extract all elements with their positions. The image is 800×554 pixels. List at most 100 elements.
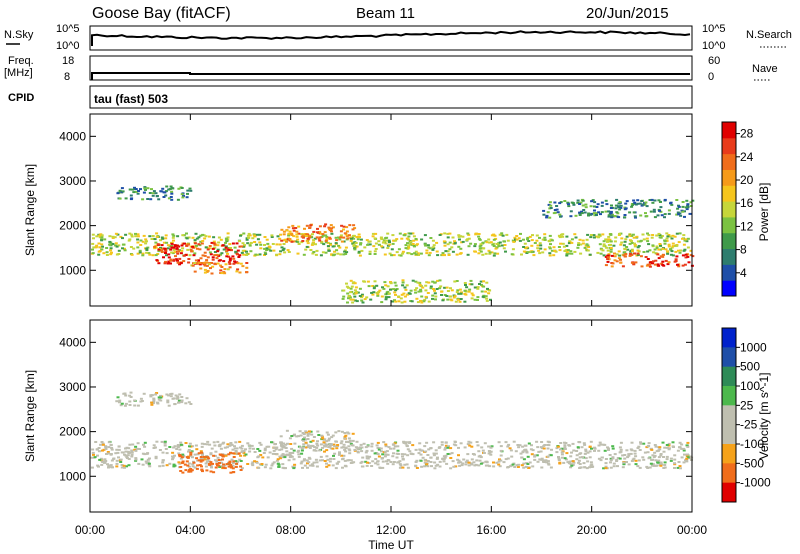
heatmap-cell: [638, 466, 642, 469]
heatmap-cell: [325, 443, 328, 446]
heatmap-cell: [183, 242, 186, 245]
heatmap-cell: [321, 446, 324, 449]
heatmap-cell: [358, 287, 362, 290]
heatmap-cell: [563, 200, 567, 202]
heatmap-cell: [136, 447, 140, 450]
heatmap-cell: [323, 460, 327, 462]
heatmap-cell: [606, 258, 610, 260]
heatmap-cell: [154, 455, 158, 458]
heatmap-cell: [390, 254, 394, 257]
heatmap-cell: [441, 299, 445, 302]
heatmap-cell: [131, 188, 135, 191]
heatmap-cell: [370, 449, 374, 452]
heatmap-cell: [669, 202, 672, 205]
heatmap-cell: [403, 286, 407, 289]
heatmap-cell: [338, 451, 341, 454]
heatmap-cell: [296, 450, 300, 453]
heatmap-cell: [527, 240, 531, 242]
heatmap-cell: [249, 241, 253, 244]
heatmap-cell: [602, 254, 606, 257]
heatmap-cell: [468, 283, 472, 286]
heatmap-cell: [563, 441, 566, 444]
heatmap-cell: [377, 243, 381, 246]
heatmap-cell: [521, 451, 525, 454]
heatmap-cell: [317, 434, 321, 436]
heatmap-cell: [215, 254, 219, 257]
heatmap-cell: [440, 443, 444, 446]
heatmap-cell: [97, 447, 101, 449]
heatmap-cell: [311, 464, 315, 467]
heatmap-cell: [599, 459, 603, 462]
heatmap-cell: [429, 461, 433, 463]
heatmap-cell: [326, 458, 330, 461]
heatmap-cell: [392, 461, 396, 463]
heatmap-cell: [315, 249, 319, 252]
heatmap-cell: [127, 452, 131, 455]
heatmap-cell: [308, 226, 312, 229]
heatmap-cell: [298, 430, 302, 433]
heatmap-cell: [405, 237, 409, 240]
heatmap-cell: [115, 245, 119, 248]
heatmap-cell: [263, 447, 267, 450]
heatmap-cell: [222, 463, 226, 466]
heatmap-cell: [409, 240, 413, 243]
heatmap-cell: [488, 465, 492, 468]
heatmap-cell: [475, 441, 479, 443]
heatmap-cell: [515, 238, 519, 241]
heatmap-cell: [281, 453, 285, 456]
heatmap-cell: [134, 458, 138, 461]
heatmap-cell: [575, 454, 579, 457]
heatmap-cell: [378, 289, 382, 292]
heatmap-cell: [412, 235, 416, 238]
heatmap-cell: [343, 459, 347, 462]
heatmap-cell: [371, 460, 375, 463]
heatmap-cell: [148, 253, 152, 256]
heatmap-cell: [167, 404, 171, 407]
heatmap-cell: [685, 240, 689, 243]
heatmap-cell: [141, 252, 145, 255]
heatmap-cell: [670, 203, 674, 206]
heatmap-cell: [184, 254, 188, 256]
heatmap-cell: [391, 242, 395, 245]
heatmap-cell: [304, 430, 308, 433]
heatmap-cell: [129, 194, 133, 197]
heatmap-cell: [231, 467, 235, 470]
heatmap-cell: [420, 301, 424, 304]
heatmap-cell: [414, 448, 418, 451]
heatmap-cell: [339, 234, 343, 237]
heatmap-cell: [679, 214, 683, 217]
heatmap-cell: [664, 259, 668, 262]
heatmap-cell: [231, 242, 235, 245]
heatmap-cell: [414, 250, 418, 253]
heatmap-cell: [589, 440, 593, 443]
heatmap-cell: [241, 245, 245, 248]
heatmap-cell: [279, 441, 283, 444]
heatmap-cell: [588, 456, 592, 459]
heatmap-cell: [446, 290, 450, 292]
heatmap-cell: [543, 444, 547, 446]
heatmap-cell: [178, 462, 182, 465]
heatmap-cell: [460, 291, 463, 294]
heatmap-cell: [628, 234, 632, 237]
heatmap-cell: [683, 239, 687, 242]
heatmap-cell: [157, 262, 161, 265]
heatmap-cell: [154, 457, 158, 460]
heatmap-cell: [411, 279, 415, 282]
heatmap-cell: [489, 450, 493, 453]
heatmap-cell: [493, 252, 497, 255]
heatmap-cell: [242, 450, 246, 453]
heatmap-cell: [359, 242, 363, 245]
heatmap-cell: [364, 460, 368, 463]
heatmap-cell: [355, 446, 359, 449]
heatmap-cell: [141, 463, 145, 466]
heatmap-cell: [588, 450, 592, 453]
heatmap-cell: [136, 246, 140, 249]
heatmap-cell: [228, 460, 232, 463]
heatmap-cell: [111, 235, 115, 238]
heatmap-cell: [364, 451, 368, 454]
heatmap-cell: [539, 450, 543, 453]
heatmap-cell: [625, 200, 629, 203]
heatmap-cell: [187, 449, 191, 451]
heatmap-cell: [314, 253, 318, 256]
heatmap-cell: [385, 236, 389, 239]
